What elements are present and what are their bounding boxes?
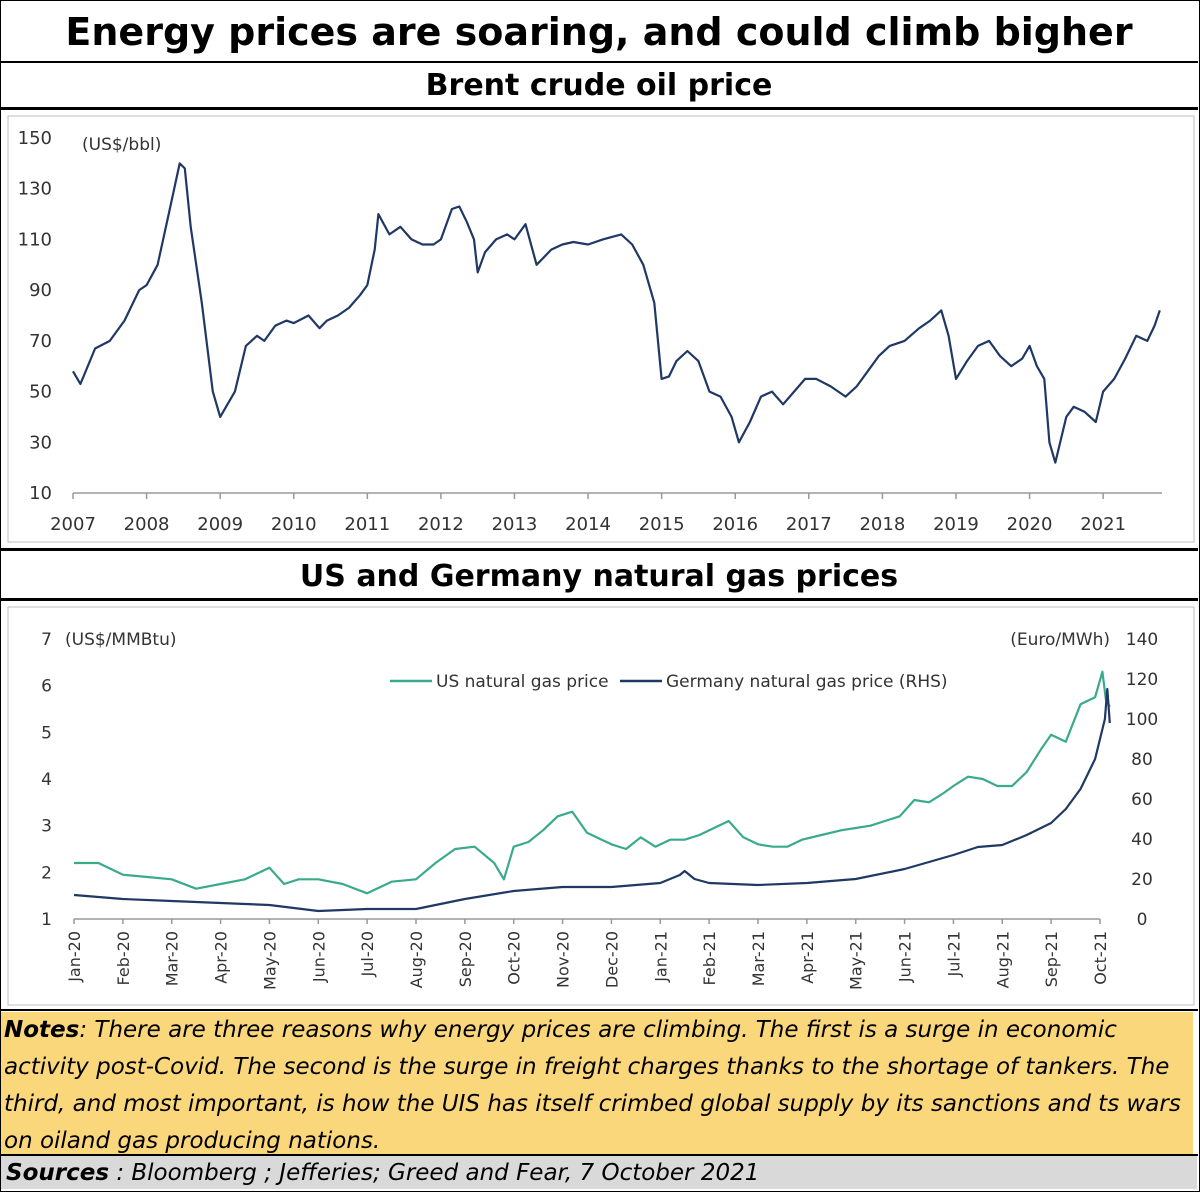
x-tick-label: 2019 [933, 514, 979, 535]
x-tick-label: Sep-21 [1042, 931, 1061, 987]
y-tick-label: 3 [41, 817, 52, 837]
y-tick-label: 130 [18, 179, 52, 200]
legend-label: Germany natural gas price (RHS) [666, 672, 948, 692]
sources-label: Sources [6, 1160, 110, 1186]
x-tick-label: 2020 [1007, 514, 1053, 535]
us-gas-price-line [74, 670, 1111, 895]
y2-tick-label: 100 [1126, 710, 1158, 730]
y2-tick-label: 40 [1131, 830, 1153, 850]
sources-text: : Bloomberg ; Jefferies; Greed and Fear,… [109, 1160, 760, 1186]
x-tick-label: Aug-20 [407, 931, 426, 988]
gas-chart-title: US and Germany natural gas prices [299, 559, 899, 594]
notes-text: : There are three reasons why energy pri… [4, 1017, 1181, 1154]
y2-tick-label: 60 [1131, 790, 1153, 810]
y-tick-label: 6 [41, 677, 52, 697]
chart-border [7, 606, 1195, 1006]
divider [0, 598, 1198, 601]
x-tick-label: Jul-20 [358, 931, 377, 977]
brent-price-line [72, 162, 1161, 464]
main-title: Energy prices are soaring, and could cli… [65, 10, 1133, 54]
germany-gas-price-line [73, 687, 1111, 913]
x-tick-label: 2013 [492, 514, 538, 535]
x-tick-label: Apr-21 [798, 931, 817, 984]
x-tick-label: Feb-20 [114, 931, 133, 985]
gas-chart: 7 6 5 4 3 2 1 140 120 100 80 60 40 20 0 (US$/MMBtu) (Eur… [7, 606, 1195, 1006]
y2-tick-label: 0 [1137, 910, 1148, 930]
x-tick-label: May-20 [260, 931, 279, 990]
x-tick-label: Nov-20 [554, 931, 573, 988]
x-tick-label: Oct-20 [505, 931, 524, 985]
x-tick-label: Aug-21 [993, 931, 1012, 988]
y2-axis-label: (Euro/MWh) [1010, 630, 1110, 650]
x-tick-label: 2010 [271, 514, 317, 535]
x-tick-label: Jun-21 [896, 931, 915, 983]
y2-tick-label: 80 [1131, 750, 1153, 770]
y-tick-label: 150 [18, 128, 52, 149]
x-tick-label: 2008 [124, 514, 170, 535]
y2-tick-label: 140 [1126, 630, 1158, 650]
x-tick-label: Jun-20 [309, 931, 328, 983]
y-tick-label: 110 [18, 229, 52, 250]
x-tick-label: 2011 [344, 514, 390, 535]
x-tick-label: Sep-20 [456, 931, 475, 987]
y-tick-label: 90 [29, 280, 52, 301]
divider [0, 1009, 1198, 1011]
y-tick-label: 50 [29, 382, 52, 403]
x-tick-label: Jan-21 [651, 931, 670, 983]
y-tick-label: 10 [29, 483, 52, 504]
legend-label: US natural gas price [436, 672, 609, 692]
x-tick-label: Jul-21 [944, 931, 963, 977]
x-tick-label: 2015 [639, 514, 685, 535]
x-tick-label: Mar-20 [163, 931, 182, 986]
x-tick-label: 2007 [50, 514, 96, 535]
oil-chart-title: Brent crude oil price [425, 68, 773, 103]
notes-panel: Notes: There are three reasons why energ… [1, 1012, 1193, 1154]
divider [0, 61, 1198, 63]
x-tick-label: Oct-21 [1091, 931, 1110, 985]
divider [0, 107, 1198, 110]
sources-panel: Sources : Bloomberg ; Jefferies; Greed a… [1, 1156, 1197, 1189]
x-tick-label: 2017 [786, 514, 832, 535]
y-tick-label: 2 [41, 863, 52, 883]
x-tick-label: 2012 [418, 514, 464, 535]
y2-tick-label: 120 [1126, 670, 1158, 690]
x-tick-label: Feb-21 [700, 931, 719, 985]
x-tick-label: 2018 [859, 514, 905, 535]
y-tick-label: 1 [41, 910, 52, 930]
x-tick-label: May-21 [847, 931, 866, 990]
y-tick-label: 30 [29, 432, 52, 453]
x-tick-label: 2021 [1080, 514, 1126, 535]
x-tick-label: 2009 [197, 514, 243, 535]
x-tick-label: Mar-21 [749, 931, 768, 986]
y-tick-label: 4 [41, 770, 52, 790]
y-axis-label: (US$/bbl) [82, 135, 161, 155]
notes-label: Notes [4, 1017, 80, 1043]
chart-border [7, 115, 1195, 543]
y-tick-label: 7 [41, 630, 52, 650]
y-tick-label: 70 [29, 331, 52, 352]
y-tick-label: 5 [41, 723, 52, 743]
x-tick-label: Apr-20 [212, 931, 231, 984]
oil-chart: 150 130 110 90 70 50 30 10 (US$/bbl) 2007 2008 2009… [7, 115, 1195, 543]
x-tick-label: 2014 [565, 514, 611, 535]
y-axis-label: (US$/MMBtu) [65, 630, 176, 650]
x-tick-label: 2016 [712, 514, 758, 535]
x-tick-label: Jan-20 [65, 931, 84, 983]
x-tick-label: Dec-20 [602, 931, 621, 988]
y2-tick-label: 20 [1131, 870, 1153, 890]
divider [0, 548, 1198, 551]
divider [0, 1154, 1198, 1156]
